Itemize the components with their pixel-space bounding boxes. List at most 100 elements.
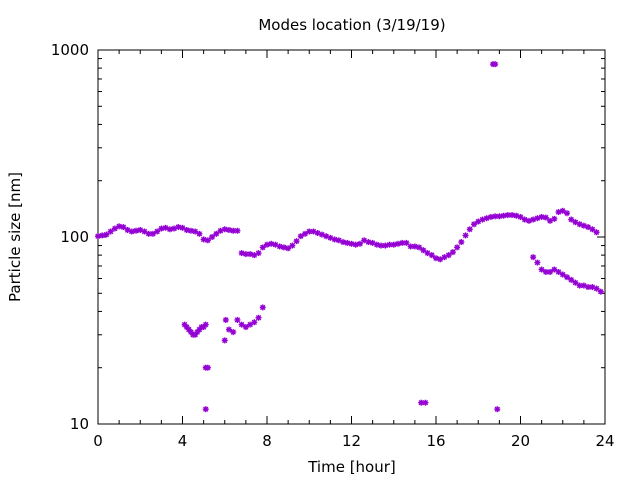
- data-point: [116, 223, 123, 230]
- data-point: [221, 337, 228, 344]
- data-point: [297, 233, 304, 240]
- data-point: [433, 255, 439, 262]
- data-point: [133, 227, 140, 234]
- data-point: [411, 243, 418, 250]
- data-points: [95, 61, 604, 413]
- data-point: [247, 321, 254, 328]
- x-tick-label: 0: [93, 432, 103, 450]
- data-point: [238, 250, 245, 257]
- data-point: [517, 213, 524, 220]
- data-point: [192, 228, 199, 235]
- data-point: [445, 252, 452, 259]
- data-point: [179, 224, 186, 231]
- x-axis-title: Time [hour]: [307, 458, 396, 476]
- plot-border: [97, 49, 606, 425]
- data-point: [293, 238, 300, 245]
- x-tick-label: 8: [262, 432, 272, 450]
- data-point: [422, 399, 429, 406]
- data-point: [356, 240, 363, 247]
- data-point: [551, 266, 558, 273]
- data-point: [585, 224, 592, 231]
- data-point: [390, 241, 397, 248]
- data-point: [234, 316, 241, 323]
- data-point: [563, 274, 570, 281]
- data-point: [407, 243, 414, 250]
- data-point: [428, 252, 435, 259]
- data-point: [466, 226, 473, 233]
- data-point: [107, 228, 114, 235]
- data-point: [225, 326, 232, 333]
- data-point: [242, 324, 249, 331]
- x-tick-label: 16: [426, 432, 445, 450]
- data-point: [251, 319, 258, 326]
- data-point: [420, 247, 427, 254]
- data-point: [542, 268, 549, 275]
- data-point: [221, 226, 228, 233]
- data-point: [103, 231, 110, 238]
- data-point: [551, 215, 558, 222]
- data-point: [352, 241, 359, 248]
- data-point: [213, 230, 220, 237]
- x-tick-label: 24: [595, 432, 614, 450]
- y-axis-ticks: 10 100 1000: [51, 41, 605, 433]
- data-point: [454, 244, 461, 251]
- data-point: [555, 268, 562, 275]
- data-point: [589, 226, 596, 233]
- data-point: [202, 406, 209, 413]
- data-point: [494, 406, 501, 413]
- data-point: [285, 245, 292, 252]
- data-point: [597, 288, 604, 295]
- data-point: [559, 271, 566, 278]
- y-tick-label: 100: [60, 228, 89, 246]
- data-point: [306, 228, 313, 235]
- data-point: [209, 234, 216, 240]
- data-point: [166, 226, 173, 233]
- chart-title: Modes location (3/19/19): [258, 16, 445, 34]
- data-point: [202, 321, 209, 328]
- data-point: [538, 266, 545, 273]
- data-point: [563, 210, 570, 217]
- data-point: [175, 224, 182, 231]
- data-point: [259, 244, 266, 251]
- data-point: [471, 221, 478, 228]
- data-point: [568, 276, 575, 283]
- data-point: [183, 227, 190, 234]
- data-point: [331, 236, 338, 243]
- data-point: [154, 228, 161, 235]
- data-point: [158, 225, 165, 232]
- data-point: [128, 228, 135, 235]
- data-point: [530, 254, 537, 261]
- data-point: [238, 321, 245, 328]
- data-point: [462, 232, 469, 239]
- data-point: [196, 230, 203, 237]
- data-point: [225, 227, 232, 234]
- data-point: [280, 244, 287, 251]
- data-point: [403, 239, 410, 246]
- x-tick-label: 4: [178, 432, 188, 450]
- data-point: [289, 242, 296, 249]
- data-point: [255, 314, 262, 321]
- data-point: [559, 207, 566, 214]
- data-point: [204, 364, 211, 371]
- data-point: [120, 224, 127, 231]
- data-point: [204, 237, 211, 244]
- data-point: [302, 230, 309, 237]
- data-point: [593, 229, 600, 236]
- data-point: [576, 282, 583, 289]
- data-point: [247, 251, 254, 258]
- data-point: [542, 214, 549, 221]
- data-point: [149, 230, 156, 237]
- data-point: [585, 284, 592, 291]
- data-point: [449, 249, 456, 256]
- x-tick-label: 12: [342, 432, 361, 450]
- data-point: [547, 268, 554, 275]
- y-tick-label: 10: [70, 415, 89, 433]
- data-point: [255, 250, 262, 257]
- data-point: [492, 61, 499, 68]
- data-point: [568, 216, 575, 223]
- data-point: [141, 228, 148, 235]
- plot-frame: [97, 49, 606, 425]
- data-point: [416, 244, 423, 251]
- x-axis-ticks: 0 4 8 12 16 20 24: [93, 50, 615, 450]
